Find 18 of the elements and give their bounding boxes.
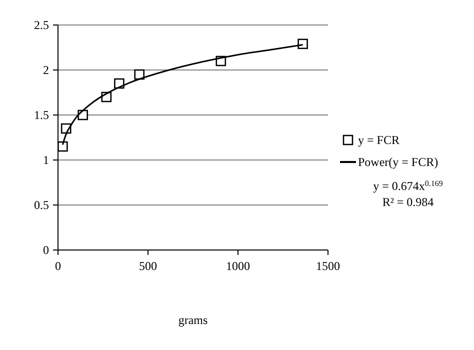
point: [134, 69, 145, 80]
y-tick-label: 2.5: [34, 18, 49, 32]
x-tick-label: 1500: [316, 259, 340, 273]
y-tick-label: 0.5: [34, 198, 49, 212]
y-tick-label: 2: [43, 63, 49, 77]
y-tick-label: 0: [43, 243, 49, 257]
x-tick-label: 0: [55, 259, 61, 273]
x-tick-label: 1000: [226, 259, 250, 273]
text: R² = 0.984: [382, 195, 434, 209]
legend-label: y = FCR: [358, 133, 400, 147]
y-tick-label: 1.5: [34, 108, 49, 122]
x-tick-label: 500: [139, 259, 157, 273]
point: [58, 141, 68, 152]
text: y = 0.674x$^{0.169}$: [373, 178, 443, 193]
point: [298, 38, 308, 50]
legend-label: Power(y = FCR): [358, 155, 438, 169]
x-axis-title: grams: [178, 313, 208, 327]
y-tick-label: 1: [43, 153, 49, 167]
